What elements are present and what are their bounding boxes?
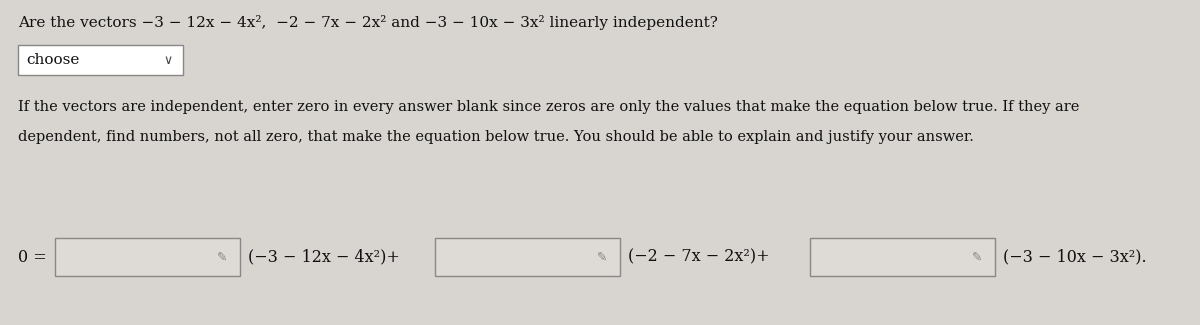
Text: dependent, find numbers, not all zero, that make the equation below true. You sh: dependent, find numbers, not all zero, t… bbox=[18, 130, 974, 144]
Text: (−2 − 7x − 2x²)+: (−2 − 7x − 2x²)+ bbox=[628, 249, 769, 266]
FancyBboxPatch shape bbox=[810, 238, 995, 276]
FancyBboxPatch shape bbox=[434, 238, 620, 276]
Text: ✎: ✎ bbox=[217, 251, 227, 264]
Text: (−3 − 12x − 4x²)+: (−3 − 12x − 4x²)+ bbox=[248, 249, 400, 266]
Text: ✎: ✎ bbox=[596, 251, 607, 264]
Text: ∨: ∨ bbox=[163, 54, 173, 67]
Text: choose: choose bbox=[26, 53, 79, 67]
Text: If the vectors are independent, enter zero in every answer blank since zeros are: If the vectors are independent, enter ze… bbox=[18, 100, 1079, 114]
Text: 0 =: 0 = bbox=[18, 249, 47, 266]
FancyBboxPatch shape bbox=[18, 45, 182, 75]
Text: (−3 − 10x − 3x²).: (−3 − 10x − 3x²). bbox=[1003, 249, 1147, 266]
Text: ✎: ✎ bbox=[972, 251, 983, 264]
Text: Are the vectors −3 − 12x − 4x²,  −2 − 7x − 2x² and −3 − 10x − 3x² linearly indep: Are the vectors −3 − 12x − 4x², −2 − 7x … bbox=[18, 15, 718, 30]
FancyBboxPatch shape bbox=[55, 238, 240, 276]
